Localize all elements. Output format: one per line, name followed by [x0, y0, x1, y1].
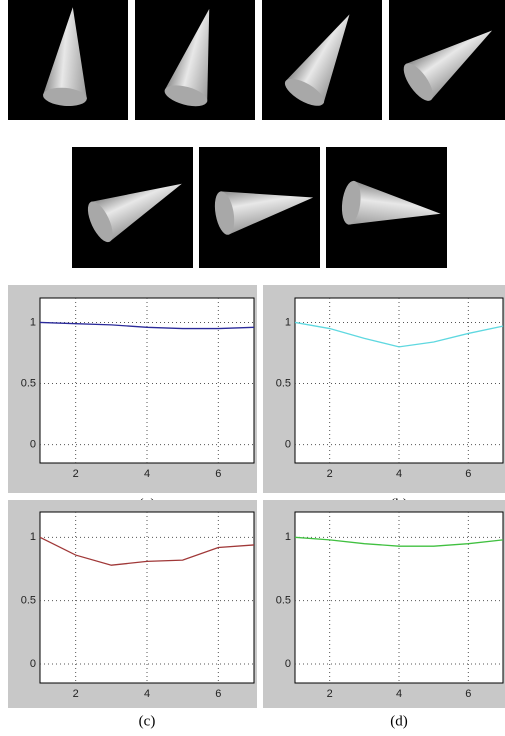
y-tick-label: 0 — [30, 658, 36, 670]
x-tick-label: 6 — [215, 468, 221, 480]
y-tick-label: 0 — [285, 658, 291, 670]
x-tick-label: 2 — [327, 688, 333, 700]
y-tick-label: 0 — [285, 439, 291, 451]
x-tick-label: 4 — [396, 468, 402, 480]
y-tick-label: 0.5 — [21, 377, 36, 389]
data-line — [39, 321, 255, 330]
data-line — [39, 536, 255, 566]
y-tick-label: 0.5 — [21, 595, 36, 607]
y-tick-label: 0 — [30, 439, 36, 451]
y-tick-label: 1 — [285, 531, 291, 543]
caption: (d) — [390, 713, 408, 729]
data-line — [294, 536, 504, 547]
caption: (c) — [139, 713, 156, 729]
y-tick-label: 0.5 — [276, 377, 291, 389]
plot-area — [39, 297, 255, 464]
x-tick-label: 4 — [144, 688, 150, 700]
y-tick-label: 1 — [285, 316, 291, 328]
x-tick-label: 2 — [73, 688, 79, 700]
cone-images — [8, 0, 505, 268]
chart: 0 0.5 1 2 4 6 (c) — [8, 500, 257, 729]
x-tick-label: 2 — [73, 468, 79, 480]
x-tick-label: 6 — [465, 688, 471, 700]
chart: 0 0.5 1 2 4 6 (d) — [263, 500, 505, 729]
y-tick-label: 0.5 — [276, 595, 291, 607]
x-tick-label: 6 — [215, 688, 221, 700]
y-tick-label: 1 — [30, 531, 36, 543]
x-tick-label: 6 — [465, 468, 471, 480]
x-tick-label: 4 — [144, 468, 150, 480]
y-tick-label: 1 — [30, 316, 36, 328]
data-line — [294, 321, 504, 348]
x-tick-label: 2 — [327, 468, 333, 480]
x-tick-label: 4 — [396, 688, 402, 700]
